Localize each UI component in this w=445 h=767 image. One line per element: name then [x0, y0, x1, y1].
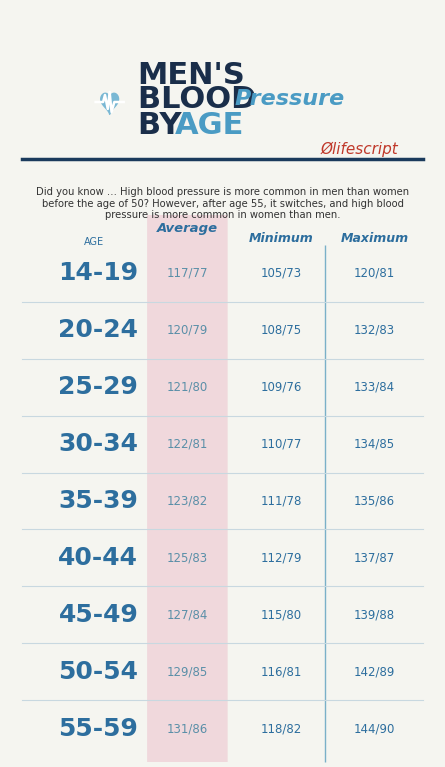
Text: 45-49: 45-49 [58, 603, 138, 627]
Text: 144/90: 144/90 [354, 722, 395, 735]
Text: 35-39: 35-39 [58, 489, 138, 513]
Text: 129/85: 129/85 [167, 665, 208, 678]
Text: AGE: AGE [84, 237, 104, 247]
Text: 115/80: 115/80 [260, 608, 302, 621]
Text: 121/80: 121/80 [167, 380, 208, 393]
Text: 112/79: 112/79 [260, 551, 302, 565]
Text: 139/88: 139/88 [354, 608, 395, 621]
Text: 142/89: 142/89 [354, 665, 395, 678]
Text: 30-34: 30-34 [58, 432, 138, 456]
Text: 120/79: 120/79 [167, 324, 208, 337]
Text: 111/78: 111/78 [260, 495, 302, 508]
Text: 14-19: 14-19 [58, 262, 138, 285]
FancyBboxPatch shape [147, 215, 228, 762]
Text: Minimum: Minimum [249, 232, 313, 245]
Text: 135/86: 135/86 [354, 495, 395, 508]
Text: Pressure: Pressure [234, 89, 344, 109]
Text: Maximum: Maximum [340, 232, 409, 245]
Text: AGE: AGE [175, 110, 245, 140]
Text: 108/75: 108/75 [260, 324, 302, 337]
Text: 55-59: 55-59 [58, 716, 138, 741]
Text: 137/87: 137/87 [354, 551, 395, 565]
Text: 25-29: 25-29 [58, 375, 138, 399]
Text: 50-54: 50-54 [58, 660, 138, 683]
Text: 20-24: 20-24 [58, 318, 138, 342]
Text: 125/83: 125/83 [167, 551, 208, 565]
Text: 116/81: 116/81 [260, 665, 302, 678]
Text: BLOOD: BLOOD [138, 84, 267, 114]
Text: 109/76: 109/76 [260, 380, 302, 393]
Text: MEN'S: MEN'S [138, 61, 246, 90]
Text: 40-44: 40-44 [58, 546, 138, 570]
Text: 132/83: 132/83 [354, 324, 395, 337]
Text: Average: Average [157, 222, 218, 235]
Text: 123/82: 123/82 [167, 495, 208, 508]
Text: 131/86: 131/86 [167, 722, 208, 735]
Text: 118/82: 118/82 [260, 722, 302, 735]
Text: 120/81: 120/81 [354, 267, 395, 280]
Text: Did you know … High blood pressure is more common in men than women
before the a: Did you know … High blood pressure is mo… [36, 187, 409, 220]
Text: 122/81: 122/81 [167, 438, 208, 450]
Text: 134/85: 134/85 [354, 438, 395, 450]
Text: 110/77: 110/77 [260, 438, 302, 450]
Text: BY: BY [138, 110, 202, 140]
Polygon shape [101, 94, 118, 114]
Text: 117/77: 117/77 [166, 267, 208, 280]
Text: 133/84: 133/84 [354, 380, 395, 393]
Text: Ølifescript: Ølifescript [320, 141, 398, 156]
Text: 105/73: 105/73 [260, 267, 302, 280]
Text: 127/84: 127/84 [167, 608, 208, 621]
